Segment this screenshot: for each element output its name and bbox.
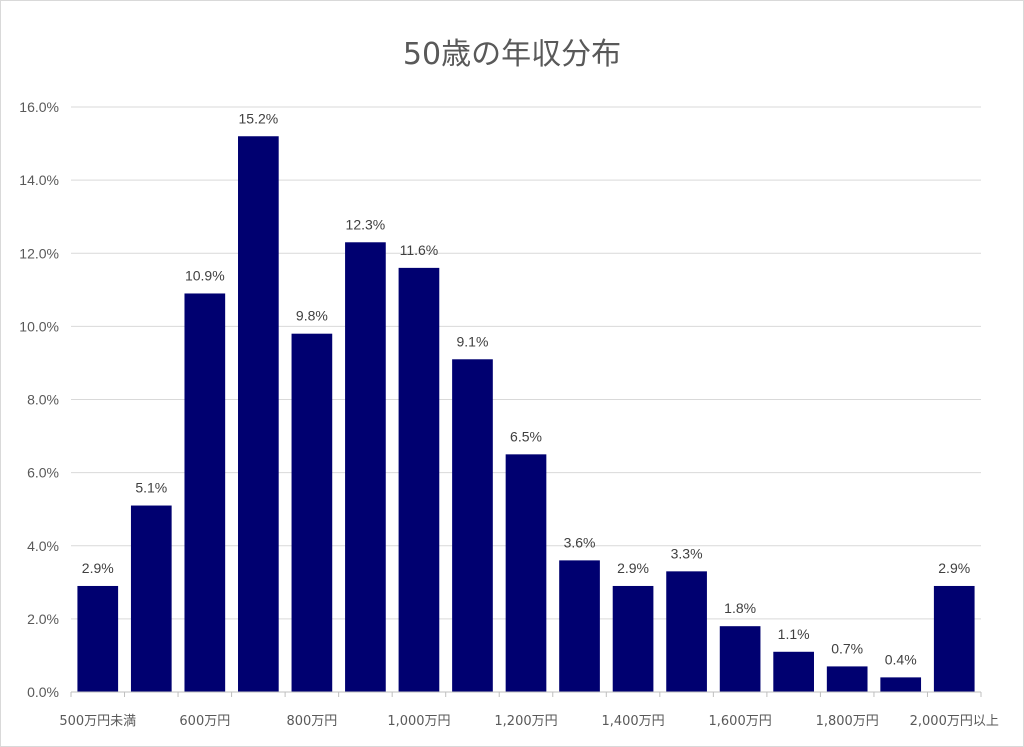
y-tick-label: 10.0% bbox=[19, 318, 59, 334]
data-label: 3.3% bbox=[671, 545, 703, 561]
data-label: 1.8% bbox=[724, 600, 756, 616]
data-label: 0.7% bbox=[831, 640, 863, 656]
x-tick-label: 1,200万円 bbox=[494, 714, 557, 729]
bar bbox=[291, 333, 333, 692]
bar bbox=[773, 651, 814, 692]
bar bbox=[238, 136, 279, 692]
data-label: 9.1% bbox=[457, 333, 489, 349]
data-label: 0.4% bbox=[885, 651, 917, 667]
bar bbox=[130, 505, 172, 692]
x-tick-label: 600万円 bbox=[179, 714, 230, 729]
data-label: 9.8% bbox=[296, 308, 328, 324]
y-tick-label: 2.0% bbox=[27, 611, 59, 627]
bar bbox=[880, 677, 922, 692]
data-label: 11.6% bbox=[400, 242, 439, 258]
bar bbox=[505, 454, 547, 692]
data-label: 1.1% bbox=[778, 626, 810, 642]
bar bbox=[345, 242, 386, 692]
x-axis: 500万円未満 600万円 800万円 1,000万円 1,200万円 1,400万円 1,… bbox=[59, 691, 999, 729]
data-labels: 2.9% 5.1% 10.9% 15.2% 9.8% 12.3% 11.6% 9.1% 6.5%… bbox=[82, 110, 970, 667]
bar bbox=[452, 359, 493, 692]
data-label: 6.5% bbox=[510, 428, 542, 444]
bar bbox=[398, 267, 440, 692]
bar bbox=[559, 560, 600, 692]
bar bbox=[77, 585, 119, 692]
chart-title: 50歳の年収分布 bbox=[403, 37, 621, 72]
bar bbox=[612, 585, 654, 692]
bar bbox=[719, 626, 761, 692]
bar bbox=[826, 666, 868, 692]
x-tick-label: 800万円 bbox=[286, 714, 337, 729]
y-tick-label: 16.0% bbox=[19, 99, 59, 115]
x-tick-label: 2,000万円以上 bbox=[910, 714, 999, 729]
y-tick-label: 12.0% bbox=[19, 245, 59, 261]
data-label: 2.9% bbox=[82, 560, 114, 576]
bars bbox=[77, 136, 975, 692]
data-label: 10.9% bbox=[185, 267, 225, 283]
data-label: 3.6% bbox=[564, 534, 596, 550]
x-tick-label: 1,600万円 bbox=[709, 714, 772, 729]
data-label: 5.1% bbox=[135, 480, 167, 496]
bar bbox=[666, 571, 707, 692]
x-tick-label: 1,000万円 bbox=[387, 714, 450, 729]
bar bbox=[184, 293, 226, 692]
x-tick-label: 500万円未満 bbox=[59, 714, 136, 729]
y-tick-label: 14.0% bbox=[19, 172, 59, 188]
data-label: 2.9% bbox=[617, 560, 649, 576]
y-tick-label: 0.0% bbox=[27, 684, 59, 700]
y-tick-label: 6.0% bbox=[27, 465, 59, 481]
data-label: 15.2% bbox=[239, 110, 279, 126]
y-tick-label: 8.0% bbox=[27, 392, 59, 408]
bar bbox=[933, 585, 975, 692]
y-tick-label: 4.0% bbox=[27, 538, 59, 554]
data-label: 2.9% bbox=[938, 560, 970, 576]
x-tick-label: 1,800万円 bbox=[816, 714, 879, 729]
data-label: 12.3% bbox=[346, 216, 386, 232]
x-tick-label: 1,400万円 bbox=[601, 714, 664, 729]
